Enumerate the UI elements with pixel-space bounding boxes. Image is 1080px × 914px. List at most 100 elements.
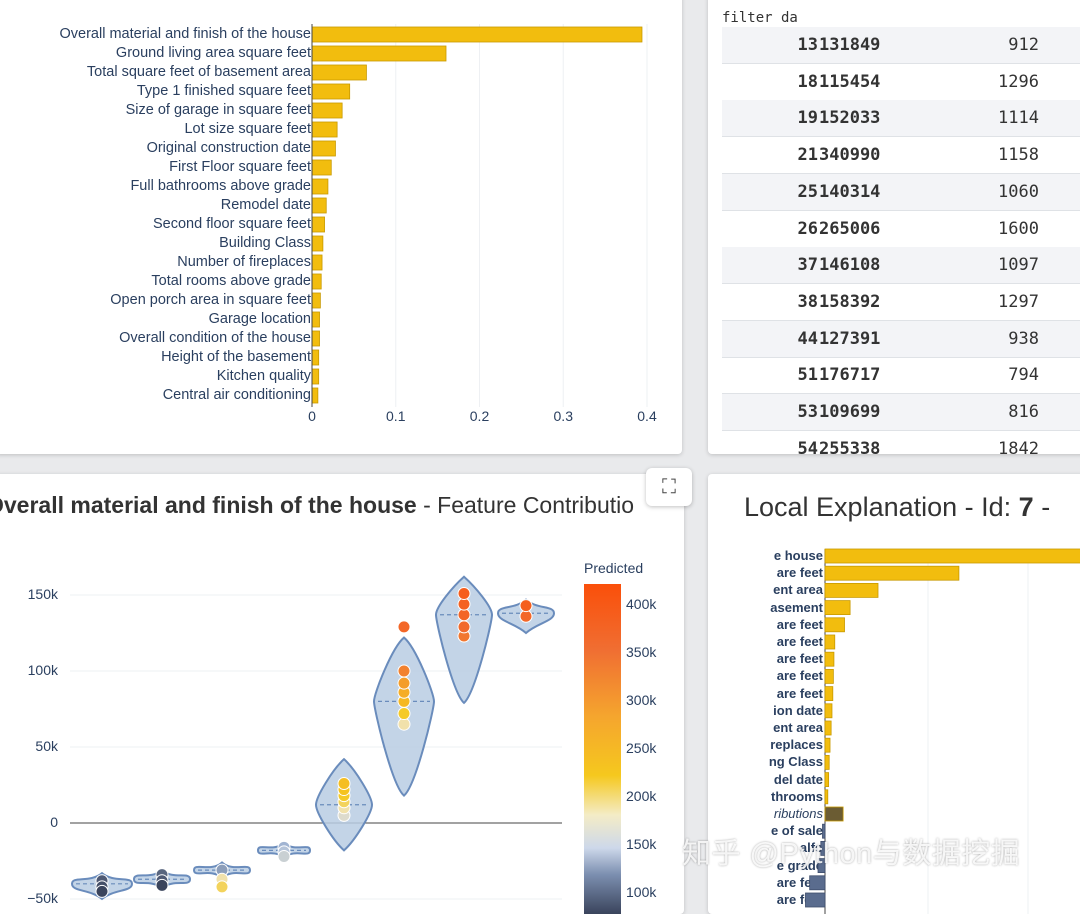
- local-bar: [824, 772, 830, 788]
- violin-chart[interactable]: [0, 474, 684, 914]
- local-bar: [824, 600, 851, 615]
- local-explanation-chart: [805, 548, 1080, 914]
- importance-bar-label: Height of the basement: [161, 349, 311, 365]
- importance-bar-label: First Floor square feet: [169, 159, 311, 175]
- table-row[interactable]: 54 255338 1842: [722, 431, 1080, 454]
- cell-id: 38: [797, 291, 818, 312]
- feature-importance-panel: Overall material and finish of the house…: [0, 0, 682, 454]
- local-bar: [820, 840, 826, 856]
- importance-bar-label: Open porch area in square feet: [110, 292, 311, 308]
- local-bar-label: ributions: [773, 806, 823, 821]
- local-bar: [817, 858, 826, 874]
- local-bar-label: ent area: [773, 720, 823, 735]
- importance-bar: [311, 387, 319, 404]
- local-bar-label: ion date: [773, 702, 823, 718]
- cell-area: 1097: [998, 255, 1039, 276]
- local-bar: [824, 806, 844, 822]
- local-explanation-title: Local Explanation - Id: 7 -: [744, 492, 1050, 523]
- importance-bar-label: Number of fireplaces: [177, 254, 311, 270]
- local-explanation-panel: Local Explanation - Id: 7 - e house are f…: [708, 474, 1080, 914]
- colorbar-tick: 300k: [626, 692, 657, 708]
- violin-point: [215, 880, 229, 894]
- violin-point: [457, 620, 471, 634]
- cell-id: 25: [797, 181, 818, 202]
- local-title-suffix: -: [1033, 492, 1051, 522]
- local-bar: [824, 703, 833, 719]
- violin-y-tick: 0: [50, 814, 58, 830]
- cell-id: 19: [797, 108, 818, 129]
- importance-x-tick: 0.3: [553, 408, 573, 424]
- table-row[interactable]: 19 152033 1114: [722, 100, 1080, 138]
- colorbar-tick: 100k: [626, 884, 657, 900]
- local-bar-label: ng Class: [768, 754, 823, 770]
- local-bar: [824, 548, 1080, 564]
- violin-point: [277, 849, 291, 863]
- importance-bar: [311, 26, 643, 43]
- importance-bar-label: Ground living area square feet: [115, 45, 311, 61]
- importance-bar: [311, 311, 320, 328]
- cell-id: 37: [797, 255, 818, 276]
- table-row[interactable]: 25 140314 1060: [722, 173, 1080, 211]
- cell-price: 115454: [819, 71, 881, 92]
- violin-point: [337, 776, 351, 790]
- cell-id: 18: [797, 71, 818, 92]
- violin-point: [397, 707, 411, 721]
- cell-price: 340990: [819, 145, 881, 166]
- importance-bar: [311, 368, 320, 385]
- importance-bar: [311, 64, 367, 81]
- local-bar-label: throoms: [771, 788, 823, 804]
- table-row[interactable]: 38 158392 1297: [722, 284, 1080, 321]
- cell-price: 127391: [819, 328, 881, 349]
- importance-bar: [311, 330, 320, 347]
- local-bar: [824, 651, 835, 667]
- table-row[interactable]: 26 265006 1600: [722, 211, 1080, 248]
- colorbar-tick: 250k: [626, 740, 657, 756]
- importance-bar-label: Total square feet of basement area: [86, 64, 311, 80]
- filter-data-label[interactable]: filter da: [722, 10, 798, 26]
- importance-bar-label: Overall material and finish of the house: [59, 26, 311, 42]
- importance-bar-label: Full bathrooms above grade: [130, 178, 311, 194]
- local-bar: [824, 565, 960, 581]
- violin-point: [457, 586, 471, 600]
- cell-id: 54: [797, 438, 818, 454]
- cell-area: 1842: [998, 438, 1039, 454]
- cell-id: 26: [797, 218, 818, 239]
- table-row[interactable]: 18 115454 1296: [722, 64, 1080, 101]
- table-row[interactable]: 44 127391 938: [722, 320, 1080, 358]
- importance-bar: [311, 159, 332, 176]
- colorbar-tick: 150k: [626, 836, 657, 852]
- violin-y-tick: 100k: [27, 662, 58, 678]
- local-bar-label: are feet: [776, 685, 823, 701]
- cell-price: 152033: [819, 108, 881, 129]
- cell-area: 1296: [998, 71, 1039, 92]
- table-row[interactable]: 13 131849 912: [722, 27, 1080, 64]
- expand-button[interactable]: ⛶: [646, 468, 692, 506]
- local-bar: [824, 583, 879, 598]
- colorbar-tick: 200k: [626, 788, 657, 804]
- importance-bar: [311, 216, 325, 233]
- importance-x-tick: 0.1: [386, 408, 406, 424]
- colorbar-title: Predicted: [584, 560, 644, 576]
- violin-point: [397, 620, 411, 634]
- local-bar: [824, 634, 836, 650]
- importance-bar: [311, 235, 324, 252]
- local-bar: [824, 720, 832, 736]
- importance-bar-label: Size of garage in square feet: [125, 102, 311, 118]
- local-bar: [824, 668, 834, 684]
- cell-id: 51: [797, 365, 818, 386]
- violin-point: [519, 599, 533, 613]
- importance-bar: [311, 140, 336, 157]
- table-row[interactable]: 21 340990 1158: [722, 137, 1080, 175]
- feature-contribution-panel: Overall material and finish of the house…: [0, 474, 684, 914]
- table-row[interactable]: 53 109699 816: [722, 394, 1080, 431]
- table-row[interactable]: 37 146108 1097: [722, 247, 1080, 285]
- importance-bar-label: Original construction date: [146, 140, 311, 156]
- local-bar: [824, 754, 830, 770]
- cell-area: 1114: [998, 108, 1039, 129]
- importance-bar-label: Garage location: [208, 311, 311, 327]
- importance-bar-label: Second floor square feet: [153, 216, 311, 232]
- table-row[interactable]: 51 176717 794: [722, 357, 1080, 395]
- cell-price: 255338: [819, 438, 881, 454]
- local-bar-label: e house: [773, 548, 823, 563]
- violin-point: [397, 664, 411, 678]
